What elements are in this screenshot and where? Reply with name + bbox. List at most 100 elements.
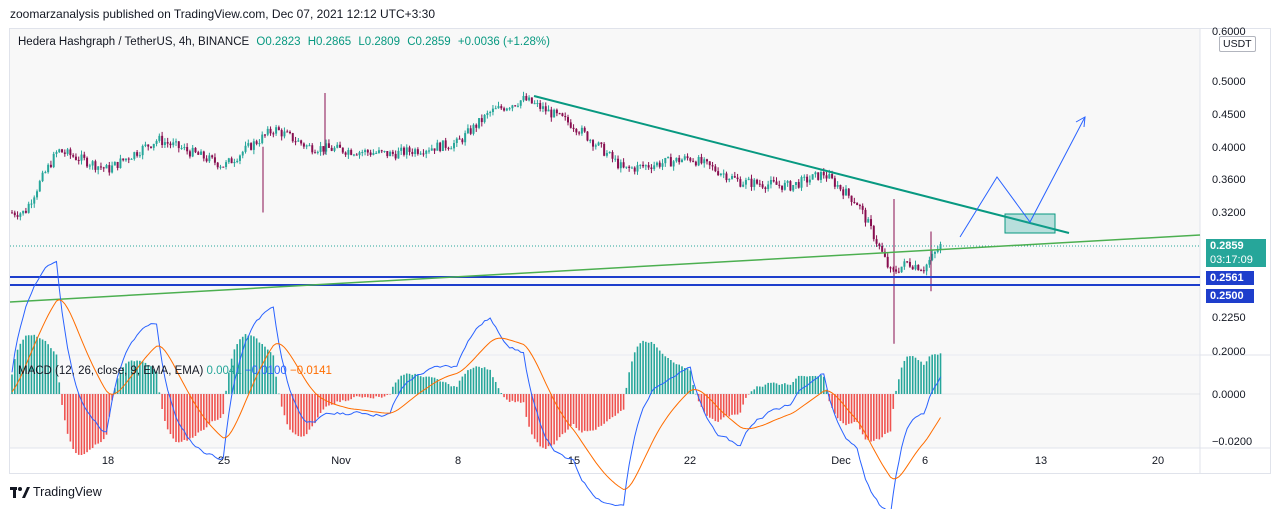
candle-body xyxy=(152,143,155,148)
macd-hist-bar xyxy=(119,372,122,394)
macd-hist-bar xyxy=(83,394,86,455)
tradingview-brand[interactable]: TradingView xyxy=(33,485,102,499)
candle-body xyxy=(208,155,211,162)
candle-body xyxy=(861,205,864,210)
descending-trendline[interactable] xyxy=(533,95,1070,234)
macd-histogram xyxy=(11,334,942,455)
candle-body xyxy=(747,178,750,180)
macd-hist-bar xyxy=(225,390,227,394)
candle-body xyxy=(870,219,873,227)
currency-badge[interactable]: USDT xyxy=(1219,36,1256,52)
macd-hist-bar xyxy=(405,373,408,394)
macd-hist-bar xyxy=(178,394,180,443)
macd-hist-bar xyxy=(670,360,672,394)
macd-hist-bar xyxy=(319,394,322,413)
macd-hist-bar xyxy=(127,361,130,394)
macd-hist-bar xyxy=(892,394,895,409)
candle-body xyxy=(119,158,122,168)
candle-body xyxy=(316,151,319,153)
candle-body xyxy=(94,161,97,170)
macd-hist-bar xyxy=(878,394,881,440)
macd-hist-bar xyxy=(706,394,708,416)
macd-hist-bar xyxy=(442,381,444,394)
macd-hist-bar xyxy=(939,353,942,394)
macd-hist-bar xyxy=(923,364,925,394)
candle-body xyxy=(895,269,898,272)
candle-body xyxy=(402,147,405,155)
macd-hist-bar xyxy=(133,361,136,394)
candle-body xyxy=(850,195,853,202)
candle-body xyxy=(319,146,322,152)
macd-hist-bar xyxy=(111,394,113,401)
macd-hist-bar xyxy=(439,381,441,394)
candle-body xyxy=(375,152,378,154)
ascending-trendline[interactable] xyxy=(9,234,1201,303)
candle-body xyxy=(186,147,189,152)
macd-hist-bar xyxy=(258,342,261,394)
symbol-title[interactable]: Hedera Hashgraph / TetherUS, 4h, BINANCE xyxy=(18,36,250,48)
candle-body xyxy=(842,189,845,196)
candle-body xyxy=(906,261,909,263)
candle-body xyxy=(550,109,553,118)
candle-body xyxy=(389,151,392,157)
macd-hist-bar xyxy=(116,378,119,394)
forecast-path[interactable] xyxy=(959,116,1086,238)
macd-hist-bar xyxy=(695,393,697,395)
candle-body xyxy=(555,109,558,114)
macd-hist-bar xyxy=(222,394,225,415)
macd-hist-bar xyxy=(606,394,608,422)
candle-body xyxy=(736,177,739,180)
macd-hist-bar xyxy=(39,338,41,394)
candle-body xyxy=(553,109,556,118)
candle-body xyxy=(583,127,586,132)
macd-hist-bar xyxy=(80,394,83,455)
macd-hist-bar xyxy=(261,344,263,394)
macd-hist-bar xyxy=(230,358,233,394)
macd-hist-bar xyxy=(873,394,875,441)
candle-body xyxy=(611,152,614,159)
candle-body xyxy=(920,270,923,272)
level-tag-2: 0.2500 xyxy=(1206,289,1254,303)
candle-body xyxy=(394,153,397,159)
macd-hist-bar xyxy=(353,394,355,398)
macd-hist-bar xyxy=(358,394,361,397)
candle-body xyxy=(833,178,836,187)
macd-tick-neg: −0.0200 xyxy=(1212,436,1252,448)
candle-body xyxy=(878,243,881,246)
target-zone[interactable] xyxy=(1004,213,1056,234)
candle-body xyxy=(441,140,444,151)
macd-hist-bar xyxy=(683,368,686,394)
macd-hist-bar xyxy=(839,394,842,421)
candle-body xyxy=(922,270,925,272)
macd-hist-bar xyxy=(889,394,892,432)
candle-body xyxy=(836,185,839,187)
candle-body xyxy=(283,131,286,137)
macd-hist-bar xyxy=(770,382,772,394)
macd-hist-bar xyxy=(911,356,914,394)
macd-hist-bar xyxy=(102,394,105,440)
candle-body xyxy=(350,150,353,155)
macd-hist-bar xyxy=(100,394,102,443)
candle-body xyxy=(166,142,169,144)
candle-body xyxy=(333,147,336,151)
candle-body xyxy=(69,149,72,156)
macd-hist-bar xyxy=(778,384,781,394)
candle-body xyxy=(263,134,266,136)
macd-hist-bar xyxy=(289,394,291,430)
macd-hist-bar xyxy=(247,335,250,394)
candle-body xyxy=(817,172,820,180)
macd-hist-bar xyxy=(264,346,266,394)
candle-body xyxy=(794,182,797,186)
macd-title[interactable]: MACD (12, 26, close, 9, EMA, EMA) xyxy=(18,365,204,377)
candle-body xyxy=(47,164,50,173)
macd-hist-bar xyxy=(69,394,72,442)
candle-body xyxy=(216,162,219,168)
macd-hist-bar xyxy=(311,394,314,427)
candle-body xyxy=(339,144,342,148)
macd-hist-bar xyxy=(767,382,769,394)
candle-body xyxy=(845,188,847,196)
candle-body xyxy=(814,172,817,175)
tradingview-logo-icon[interactable] xyxy=(10,487,30,499)
candle-body xyxy=(191,147,194,157)
